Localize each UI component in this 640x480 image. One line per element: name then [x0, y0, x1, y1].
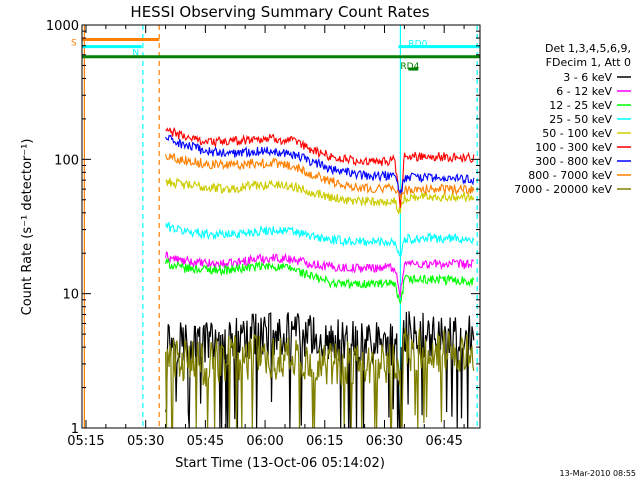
- x-tick-label-5: 06:30: [366, 434, 403, 449]
- x-tick-label-0: 05:15: [67, 434, 104, 449]
- x-axis-label: Start Time (13-Oct-06 05:14:02): [175, 456, 385, 471]
- axes: 05:15 05:30 05:45 06:00 06:15 06:30 06:45 1 10 10…: [46, 19, 481, 449]
- plot-frame: [81, 24, 481, 429]
- x-tick-label-6: 06:45: [425, 434, 462, 449]
- series-line-7: [165, 153, 475, 200]
- x-tick-label-4: 06:15: [306, 434, 343, 449]
- series-line-8: [165, 328, 475, 429]
- y-tick-label-0: 1: [71, 422, 79, 437]
- legend-label-5: 100 - 300 keV: [535, 141, 612, 154]
- flag-bars: S N RD0 RD4: [71, 37, 480, 72]
- series-line-5: [165, 126, 475, 208]
- series-line-1: [165, 251, 475, 298]
- series-line-4: [165, 177, 475, 215]
- flag-label-rd4: RD4: [400, 62, 419, 72]
- y-tick-label-1: 10: [62, 288, 79, 303]
- legend-label-3: 25 - 50 keV: [549, 113, 612, 126]
- legend-header-detectors: Det 1,3,4,5,6,9,: [545, 42, 631, 55]
- y-tick-label-2: 100: [54, 153, 79, 168]
- series-line-6: [165, 134, 475, 196]
- legend-label-2: 12 - 25 keV: [549, 99, 612, 112]
- flag-label-s: S: [71, 38, 77, 48]
- series-line-2: [165, 257, 475, 305]
- x-tick-label-2: 05:45: [187, 434, 224, 449]
- x-tick-label-1: 05:30: [127, 434, 164, 449]
- flag-label-n: N: [132, 49, 139, 59]
- legend-label-7: 800 - 7000 keV: [528, 169, 612, 182]
- chart-title: HESSI Observing Summary Count Rates: [130, 3, 429, 21]
- flag-label-rd0: RD0: [408, 40, 427, 50]
- legend-label-4: 50 - 100 keV: [542, 127, 612, 140]
- series-line-3: [165, 221, 475, 257]
- footer-date: 13-Mar-2010 08:55: [560, 469, 637, 478]
- legend-header-decimation: FDecim 1, Att 0: [546, 56, 631, 69]
- data-series: [165, 126, 475, 429]
- x-tick-label-3: 06:00: [246, 434, 283, 449]
- legend-label-6: 300 - 800 keV: [535, 155, 612, 168]
- y-tick-label-3: 1000: [46, 19, 79, 34]
- legend-label-8: 7000 - 20000 keV: [514, 183, 612, 196]
- y-axis-label: Count Rate (s⁻¹ detector⁻¹): [20, 139, 35, 316]
- legend-label-1: 6 - 12 keV: [556, 85, 612, 98]
- legend-label-0: 3 - 6 keV: [563, 71, 612, 84]
